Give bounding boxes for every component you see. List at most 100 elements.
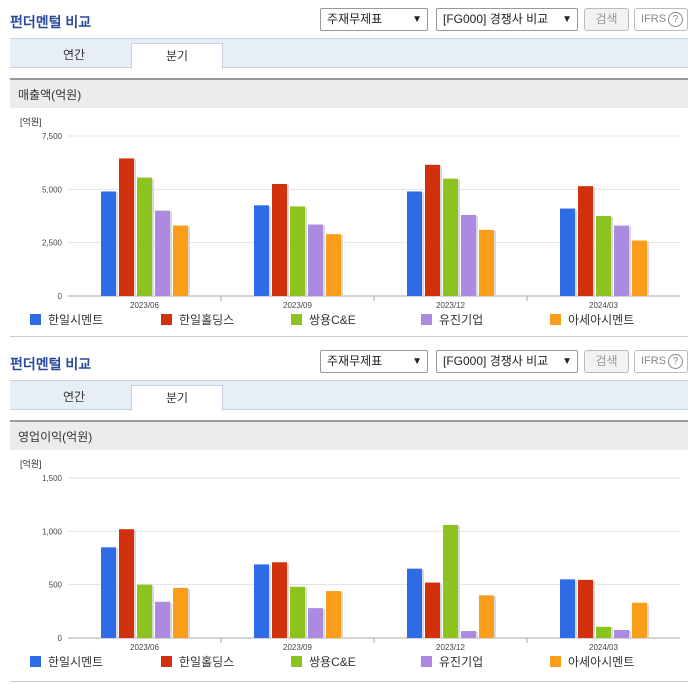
chart-legend: 한일시멘트 한일홀딩스 쌍용C&E 유진기업 아세아시멘트 xyxy=(30,311,690,329)
bar xyxy=(254,205,269,296)
legend-label: 한일시멘트 xyxy=(48,655,104,669)
legend-label: 한일시멘트 xyxy=(48,313,104,327)
period-tabs: 연간 분기 xyxy=(10,38,688,69)
legend-label: 한일홀딩스 xyxy=(179,313,235,327)
chart-title: 영업이익(억원) xyxy=(10,420,688,450)
bar xyxy=(137,584,152,638)
bar xyxy=(137,177,152,296)
statement-select[interactable]: 주재무제표 ▼ xyxy=(320,8,428,31)
bar xyxy=(290,206,305,296)
bar xyxy=(407,568,422,638)
y-tick-label: 5,000 xyxy=(42,185,63,194)
bar xyxy=(101,547,116,638)
ifrs-label: IFRS xyxy=(641,13,667,25)
bar xyxy=(461,214,476,296)
fundamental-panel-revenue: 펀더멘털 비교 주재무제표 ▼ [FG000] 경쟁사 비교 ▼ 검색 IFRS? … xyxy=(0,0,696,340)
legend-label: 아세아시멘트 xyxy=(568,313,635,327)
x-tick-label: 2023/09 xyxy=(283,643,312,652)
bar xyxy=(407,191,422,296)
bar xyxy=(326,234,341,296)
bar xyxy=(596,626,611,638)
legend-swatch xyxy=(550,314,561,325)
help-icon: ? xyxy=(668,12,683,27)
legend-label: 아세아시멘트 xyxy=(568,655,635,669)
bar xyxy=(308,224,323,296)
period-tabs: 연간 분기 xyxy=(10,380,688,411)
y-tick-label: 0 xyxy=(58,292,63,301)
legend-swatch xyxy=(291,656,302,667)
statement-select-value: 주재무제표 xyxy=(327,12,383,26)
statement-select-value: 주재무제표 xyxy=(327,354,383,368)
x-tick-label: 2023/06 xyxy=(130,643,159,652)
bar xyxy=(596,216,611,296)
x-tick-label: 2023/12 xyxy=(436,301,465,310)
legend-swatch xyxy=(421,314,432,325)
y-unit-label: [억원] xyxy=(20,458,42,469)
y-tick-label: 500 xyxy=(49,581,63,590)
revenue-bar-chart: [억원] 0 2,500 5,000 7,500 2023/06 2023/09 2023/1… xyxy=(20,116,680,310)
chevron-down-icon: ▼ xyxy=(412,14,422,25)
ifrs-button[interactable]: IFRS? xyxy=(634,8,688,31)
bar xyxy=(560,579,575,638)
tab-annual[interactable]: 연간 xyxy=(62,390,86,404)
peer-group-select[interactable]: [FG000] 경쟁사 비교 ▼ xyxy=(436,350,578,373)
x-tick-label: 2024/03 xyxy=(589,643,618,652)
tab-quarterly[interactable]: 분기 xyxy=(131,385,223,411)
legend-label: 유진기업 xyxy=(439,313,484,327)
peer-group-select[interactable]: [FG000] 경쟁사 비교 ▼ xyxy=(436,8,578,31)
x-tick-label: 2024/03 xyxy=(589,301,618,310)
bar xyxy=(101,191,116,296)
bar xyxy=(119,529,134,638)
y-tick-label: 1,000 xyxy=(42,527,63,536)
legend-label: 유진기업 xyxy=(439,655,484,669)
legend-label: 쌍용C&E xyxy=(309,313,356,327)
bar xyxy=(290,586,305,638)
legend-swatch xyxy=(161,314,172,325)
bar xyxy=(119,158,134,296)
x-tick-label: 2023/09 xyxy=(283,301,312,310)
search-button[interactable]: 검색 xyxy=(584,8,629,31)
divider xyxy=(10,336,688,337)
y-tick-label: 7,500 xyxy=(42,132,63,141)
bar xyxy=(308,608,323,638)
bar xyxy=(632,240,647,296)
bar xyxy=(614,630,629,638)
bar xyxy=(614,225,629,296)
statement-select[interactable]: 주재무제표 ▼ xyxy=(320,350,428,373)
chevron-down-icon: ▼ xyxy=(562,356,572,367)
bar xyxy=(155,210,170,296)
y-tick-label: 0 xyxy=(58,634,63,643)
legend-label: 한일홀딩스 xyxy=(179,655,235,669)
legend-label: 쌍용C&E xyxy=(309,655,356,669)
bar xyxy=(155,601,170,638)
bar xyxy=(272,184,287,296)
ifrs-button[interactable]: IFRS? xyxy=(634,350,688,373)
bar xyxy=(578,186,593,296)
ifrs-label: IFRS xyxy=(641,355,667,367)
panel-title: 펀더멘털 비교 xyxy=(10,356,92,372)
peer-group-select-value: [FG000] 경쟁사 비교 xyxy=(443,12,549,26)
bar xyxy=(272,562,287,638)
y-unit-label: [억원] xyxy=(20,116,42,127)
tab-quarterly[interactable]: 분기 xyxy=(131,43,223,69)
peer-group-select-value: [FG000] 경쟁사 비교 xyxy=(443,354,549,368)
legend-swatch xyxy=(421,656,432,667)
bar xyxy=(173,587,188,638)
search-button[interactable]: 검색 xyxy=(584,350,629,373)
chart-legend: 한일시멘트 한일홀딩스 쌍용C&E 유진기업 아세아시멘트 xyxy=(30,653,690,671)
operating-profit-bar-chart: [억원] 0 500 1,000 1,500 2023/06 2023/09 2023/12 2… xyxy=(20,458,680,652)
y-tick-label: 2,500 xyxy=(42,239,63,248)
y-tick-label: 1,500 xyxy=(42,474,63,483)
x-tick-label: 2023/12 xyxy=(436,643,465,652)
legend-swatch xyxy=(30,314,41,325)
bar xyxy=(425,164,440,296)
bar xyxy=(443,178,458,296)
bar xyxy=(326,591,341,638)
divider xyxy=(10,681,688,682)
tab-annual[interactable]: 연간 xyxy=(62,48,86,62)
bar xyxy=(479,229,494,296)
x-tick-label: 2023/06 xyxy=(130,301,159,310)
bar xyxy=(578,579,593,638)
legend-swatch xyxy=(30,656,41,667)
legend-swatch xyxy=(291,314,302,325)
